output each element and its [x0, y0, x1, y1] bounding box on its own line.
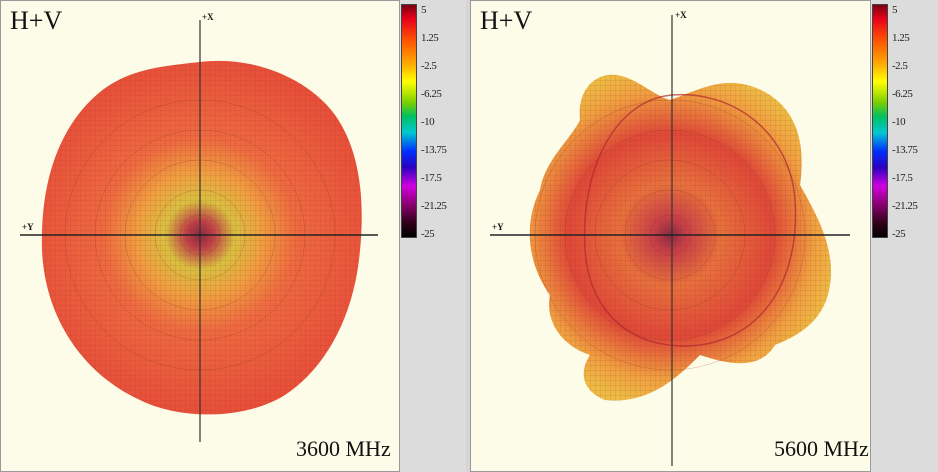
frequency-label-right: 5600 MHz — [774, 436, 869, 461]
colorbar-tick: -13.75 — [421, 144, 447, 156]
colorbar-tick: -25 — [421, 228, 435, 240]
colorbar-tick: -2.5 — [421, 60, 437, 72]
colorbar-tick: -6.25 — [421, 88, 442, 100]
pattern-3600 — [41, 60, 362, 415]
pattern-5600 — [529, 74, 831, 401]
colorbar-tick: -6.25 — [892, 88, 913, 100]
colorbar-tick: -17.5 — [421, 172, 442, 184]
axis-x-label-right: +X — [675, 10, 687, 20]
axis-y-label-right: +Y — [492, 222, 504, 232]
colorbar-tick: -2.5 — [892, 60, 908, 72]
colorbar-right — [872, 4, 888, 238]
colorbar-tick: -17.5 — [892, 172, 913, 184]
colorbar-tick: -13.75 — [892, 144, 918, 156]
colorbar-tick: 5 — [892, 4, 898, 16]
colorbar-tick: -25 — [892, 228, 906, 240]
colorbar-tick: 1.25 — [421, 32, 439, 44]
frequency-label-left: 3600 MHz — [296, 436, 391, 461]
colorbar-tick: 5 — [421, 4, 427, 16]
colorbar-tick: 1.25 — [892, 32, 910, 44]
panel-title-left: H+V — [10, 6, 63, 35]
panel-title-right: H+V — [480, 6, 533, 35]
axis-x-label-left: +X — [202, 12, 214, 22]
axis-y-label-left: +Y — [22, 222, 34, 232]
colorbar-left — [401, 4, 417, 238]
colorbar-tick: -10 — [892, 116, 906, 128]
colorbar-tick: -10 — [421, 116, 435, 128]
colorbar-tick: -21.25 — [892, 200, 918, 212]
colorbar-tick: -21.25 — [421, 200, 447, 212]
